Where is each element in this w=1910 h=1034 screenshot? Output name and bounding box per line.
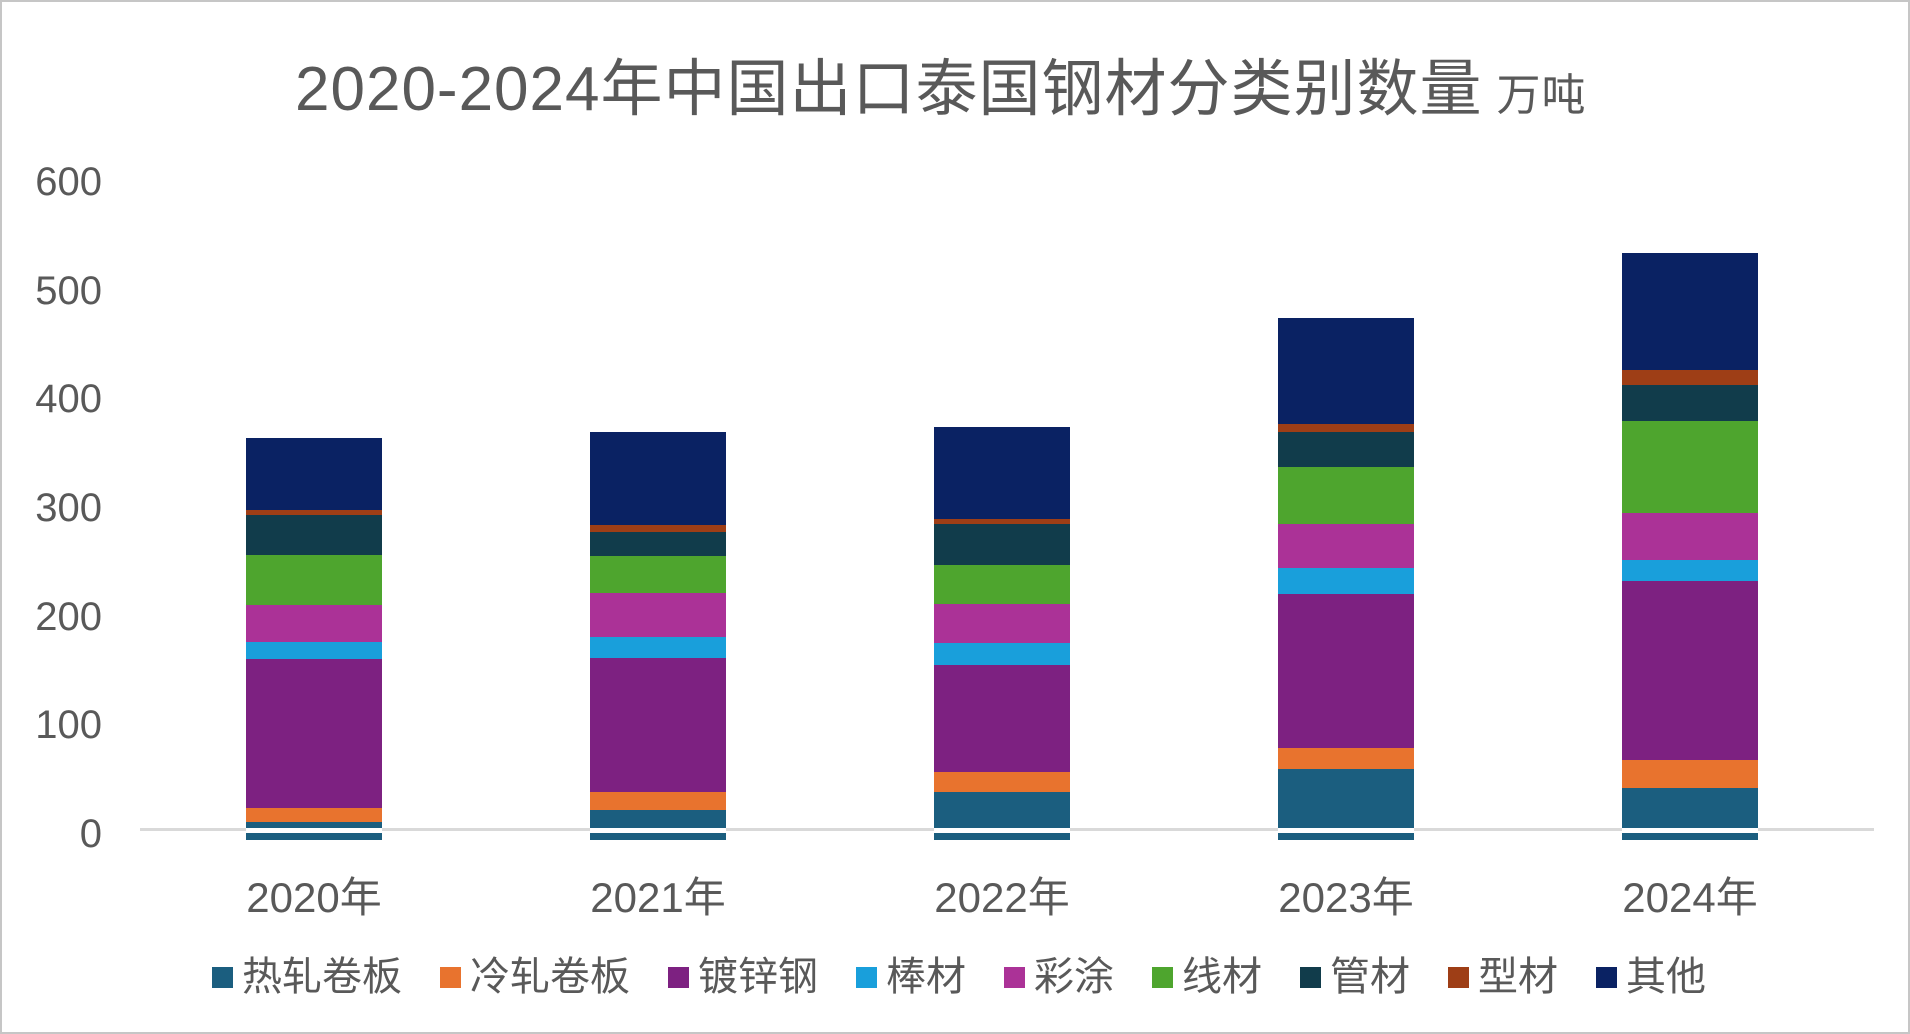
- bar-segment-镀锌钢: [246, 659, 382, 809]
- chart-unit-label: 万吨: [1496, 71, 1587, 120]
- legend-swatch: [212, 966, 233, 988]
- bar-segment-棒材: [246, 641, 382, 660]
- x-axis-label: 2023年: [1278, 874, 1414, 921]
- bar-segment-棒材: [1622, 560, 1758, 582]
- legend-item-型材: 型材: [1448, 954, 1558, 1000]
- bar-segment-其他: [590, 432, 726, 526]
- bar-segment-其他: [246, 437, 382, 510]
- legend-swatch: [1596, 966, 1617, 988]
- legend-swatch: [1152, 966, 1173, 988]
- y-axis-tick-label: 100: [35, 703, 102, 748]
- bar-segment-彩涂: [1278, 524, 1414, 569]
- bar-segment-冷轧卷板: [1622, 759, 1758, 789]
- bar-segment-彩涂: [1622, 513, 1758, 561]
- bar-segment-线材: [1622, 421, 1758, 514]
- y-axis-tick-label: 500: [35, 268, 102, 313]
- bar-segment-棒材: [590, 637, 726, 658]
- legend-swatch: [668, 966, 689, 988]
- bar-segment-线材: [1278, 467, 1414, 525]
- bar-segment-管材: [934, 524, 1070, 565]
- x-axis-label: 2021年: [590, 874, 726, 921]
- axis-crossing-stripe: [590, 828, 726, 833]
- legend-label: 型材: [1478, 955, 1558, 999]
- y-axis-tick-label: 400: [35, 377, 102, 422]
- bar-segment-管材: [1278, 432, 1414, 468]
- bar-segment-彩涂: [246, 605, 382, 642]
- legend-label: 镀锌钢: [698, 955, 818, 999]
- y-axis-tick-label: 0: [79, 812, 102, 856]
- bar-segment-线材: [590, 555, 726, 594]
- chart-title: 2020-2024年中国出口泰国钢材分类别数量 万吨: [295, 38, 1587, 128]
- bar-segment-镀锌钢: [1278, 594, 1414, 748]
- axis-crossing-stripe: [934, 828, 1070, 833]
- axis-crossing-stripe: [246, 828, 382, 833]
- bar-segment-彩涂: [934, 604, 1070, 643]
- legend-label: 其他: [1626, 955, 1706, 999]
- legend-item-棒材: 棒材: [856, 954, 966, 1000]
- legend-item-冷轧卷板: 冷轧卷板: [440, 954, 630, 1000]
- legend-swatch: [440, 966, 461, 988]
- legend-label: 线材: [1182, 955, 1262, 999]
- legend-item-镀锌钢: 镀锌钢: [668, 954, 818, 1000]
- x-axis-label: 2024年: [1622, 874, 1758, 921]
- legend-item-热轧卷板: 热轧卷板: [212, 954, 402, 1000]
- legend-label: 彩涂: [1034, 955, 1114, 999]
- bar-segment-管材: [590, 531, 726, 556]
- bar-segment-线材: [934, 564, 1070, 605]
- bar-segment-型材: [590, 525, 726, 532]
- legend-label: 管材: [1330, 955, 1410, 999]
- x-axis-label: 2022年: [934, 874, 1070, 921]
- bar-segment-型材: [246, 509, 382, 516]
- bar-segment-镀锌钢: [590, 657, 726, 792]
- axis-crossing-stripe: [1278, 828, 1414, 833]
- bar-segment-其他: [1278, 317, 1414, 425]
- bar-segment-其他: [1622, 253, 1758, 370]
- bar-segment-管材: [246, 515, 382, 555]
- bar-segment-冷轧卷板: [590, 791, 726, 811]
- legend-swatch: [1300, 966, 1321, 988]
- legend-item-线材: 线材: [1152, 954, 1262, 1000]
- bar-segment-型材: [934, 518, 1070, 525]
- legend-item-管材: 管材: [1300, 954, 1410, 1000]
- bar-segment-彩涂: [590, 593, 726, 638]
- legend-label: 热轧卷板: [242, 955, 402, 999]
- legend-item-其他: 其他: [1596, 954, 1706, 1000]
- legend-swatch: [1448, 966, 1469, 988]
- bar-segment-镀锌钢: [934, 664, 1070, 772]
- bar-segment-管材: [1622, 384, 1758, 422]
- bar-segment-型材: [1278, 424, 1414, 433]
- y-axis-tick-label: 200: [35, 594, 102, 639]
- legend-label: 棒材: [886, 955, 966, 999]
- bar-segment-冷轧卷板: [246, 808, 382, 823]
- legend-item-彩涂: 彩涂: [1004, 954, 1114, 1000]
- axis-crossing-stripe: [1622, 828, 1758, 833]
- bar-segment-型材: [1622, 369, 1758, 385]
- bar-segment-棒材: [1278, 568, 1414, 595]
- bar-segment-冷轧卷板: [934, 772, 1070, 792]
- bar-segment-棒材: [934, 642, 1070, 665]
- y-axis-tick-label: 600: [35, 160, 102, 204]
- y-axis-tick-label: 300: [35, 486, 102, 530]
- bar-segment-冷轧卷板: [1278, 747, 1414, 769]
- legend-swatch: [856, 966, 877, 988]
- bar-segment-热轧卷板: [590, 810, 726, 840]
- legend-swatch: [1004, 966, 1025, 988]
- x-axis-label: 2020年: [246, 874, 382, 921]
- bar-segment-镀锌钢: [1622, 581, 1758, 760]
- legend: 热轧卷板 冷轧卷板 镀锌钢 棒材 彩涂 线材 管材 型材 其他: [212, 954, 1706, 1000]
- bar-segment-线材: [246, 554, 382, 606]
- chart-title-text: 2020-2024年中国出口泰国钢材分类别数量: [295, 55, 1483, 124]
- legend-label: 冷轧卷板: [470, 955, 630, 999]
- bar-segment-其他: [934, 426, 1070, 519]
